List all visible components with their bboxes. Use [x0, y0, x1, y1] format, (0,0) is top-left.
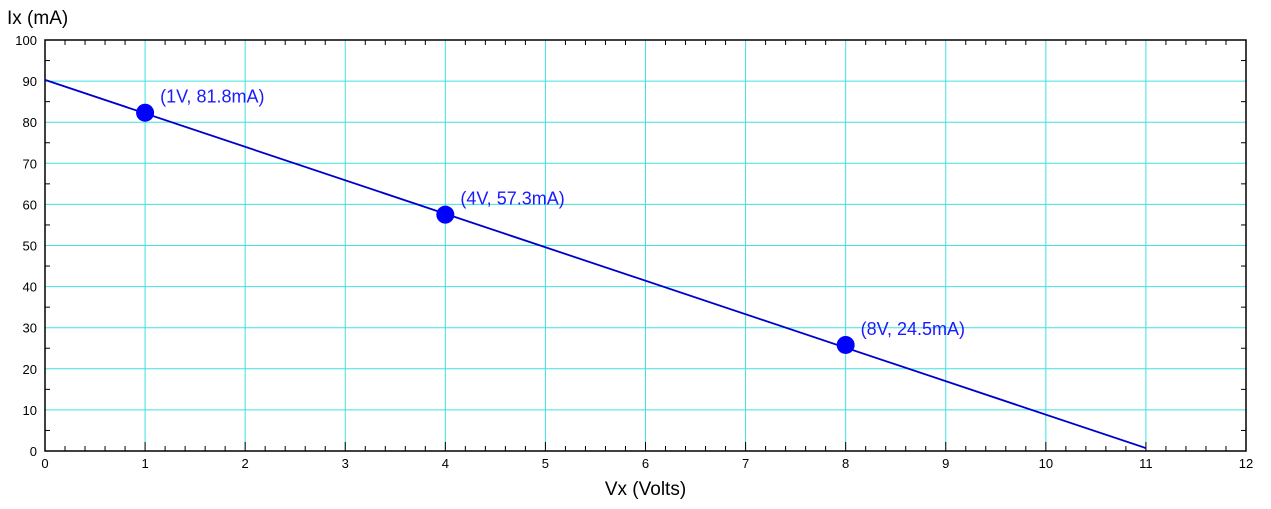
y-tick-labels: 0 10 20 30 40 50 60 70 80 90 100: [15, 33, 37, 459]
y-tick-label: 0: [30, 444, 37, 459]
y-tick-label: 50: [23, 239, 37, 254]
x-tick-label: 7: [742, 456, 749, 471]
x-tick-label: 10: [1039, 456, 1053, 471]
data-point-label: (8V, 24.5mA): [861, 319, 965, 339]
y-tick-label: 80: [23, 115, 37, 130]
data-point: [136, 103, 155, 122]
y-tick-label: 40: [23, 280, 37, 295]
y-axis-title: Ix (mA): [7, 8, 68, 29]
x-axis-title: Vx (Volts): [605, 479, 686, 500]
x-tick-labels: 0 1 2 3 4 5 6 7 8 9 10 11 12: [41, 456, 1253, 471]
data-point-label: (4V, 57.3mA): [460, 189, 564, 209]
y-tick-label: 30: [23, 321, 37, 336]
x-tick-label: 5: [542, 456, 549, 471]
y-tick-label: 60: [23, 197, 37, 212]
x-tick-label: 0: [41, 456, 48, 471]
x-tick-label: 9: [942, 456, 949, 471]
y-tick-label: 70: [23, 156, 37, 171]
y-tick-label: 10: [23, 403, 37, 418]
x-tick-label: 11: [1139, 456, 1153, 471]
x-tick-label: 4: [442, 456, 449, 471]
data-point-label: (1V, 81.8mA): [160, 87, 264, 107]
y-tick-label: 100: [15, 33, 37, 48]
x-tick-label: 2: [242, 456, 249, 471]
x-tick-label: 8: [842, 456, 849, 471]
x-tick-label: 6: [642, 456, 649, 471]
x-tick-label: 1: [141, 456, 148, 471]
minor-ticks: [44, 40, 1246, 451]
grid: [45, 40, 1246, 451]
data-points: (1V, 81.8mA) (4V, 57.3mA) (8V, 24.5mA): [136, 87, 965, 354]
x-tick-label: 3: [342, 456, 349, 471]
x-tick-label: 12: [1239, 456, 1253, 471]
y-tick-label: 90: [23, 74, 37, 89]
data-point: [836, 335, 855, 354]
series-line: [44, 79, 1147, 449]
y-tick-label: 20: [23, 362, 37, 377]
series: [44, 79, 1147, 449]
data-point: [436, 205, 455, 224]
